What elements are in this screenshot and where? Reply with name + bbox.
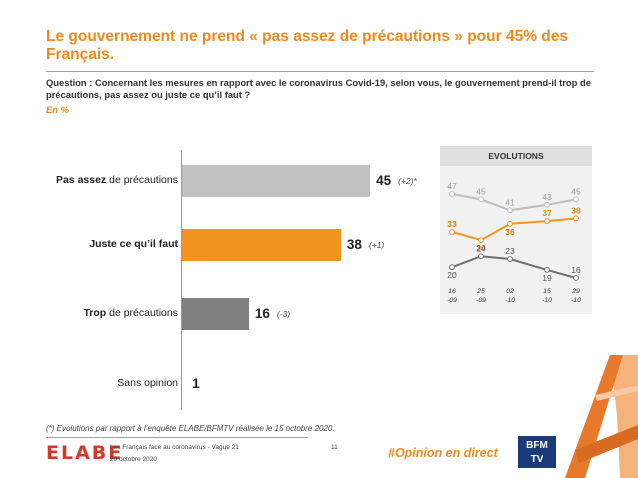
survey-name: Les Français face au coronavirus - Vague…	[110, 444, 239, 451]
evolution-data-label: 20	[447, 270, 457, 280]
evolution-x-tick-label: 15	[543, 288, 551, 295]
evolution-data-label: 16	[571, 265, 581, 275]
bar-category-rest: de précautions	[106, 174, 178, 186]
evolution-data-label: 37	[542, 208, 552, 218]
bar	[182, 368, 187, 400]
evolution-x-tick-label: 25	[476, 288, 485, 295]
evolution-x-tick-label: -10	[505, 297, 515, 304]
evolution-point	[573, 275, 579, 281]
evolution-data-label: 30	[476, 243, 486, 253]
evolution-data-label: 47	[447, 181, 457, 191]
bar-value-label: 45	[376, 173, 392, 188]
evolution-data-label: 19	[542, 273, 552, 283]
bar-category-bold: Juste ce qu’il faut	[89, 238, 178, 250]
elabe-logo: ELABE	[46, 442, 124, 464]
survey-date: 29 octobre 2020	[110, 456, 157, 463]
evolution-point	[449, 229, 455, 235]
elabe-a-graphic	[565, 355, 638, 478]
bar-evolution-label: (+2)*	[398, 176, 417, 186]
evolutions-title: EVOLUTIONS	[440, 146, 592, 166]
bar-category-label: Sans opinion	[117, 377, 178, 389]
evolution-point	[507, 207, 513, 214]
bar-category-rest: Sans opinion	[117, 377, 178, 389]
evolution-data-label: 45	[476, 186, 486, 196]
bar-category-bold: Pas assez	[55, 174, 107, 186]
bfm-logo-line1: BFM	[526, 440, 548, 451]
evolution-x-tick-label: 02	[506, 288, 514, 295]
bar	[182, 165, 371, 197]
bfm-logo-line2: TV	[530, 454, 544, 465]
bar-category-rest: de précautions	[106, 307, 178, 319]
evolution-point	[478, 237, 484, 243]
bar-value-label: 16	[254, 306, 270, 321]
evolution-data-label: 33	[447, 219, 457, 229]
bar-category-label: Pas assez de précautions	[56, 174, 178, 186]
evolution-data-label: 23	[505, 246, 515, 256]
evolution-point	[507, 220, 513, 227]
hashtag: #Opinion en direct	[388, 446, 498, 460]
bfmtv-logo: BFM TV	[518, 436, 556, 468]
bar-evolution-label: (+1)	[368, 240, 385, 250]
evolution-point	[478, 253, 484, 260]
evolution-x-tick-label: 29	[571, 288, 580, 295]
evolution-data-label: 41	[505, 197, 515, 207]
evolution-point	[478, 196, 484, 203]
evolution-point	[507, 256, 513, 262]
evolution-point	[449, 191, 455, 197]
evolution-data-label: 36	[505, 227, 515, 237]
question-text: Question : Concernant les mesures en rap…	[46, 77, 591, 100]
page-title: Le gouvernement ne prend « pas assez de …	[46, 28, 568, 63]
evolution-point	[544, 267, 550, 273]
bar-evolution-label: (-3)	[276, 309, 291, 319]
bar-category-label: Juste ce qu’il faut	[89, 238, 178, 250]
evolution-x-tick-label: -10	[542, 297, 552, 304]
evolution-point	[544, 218, 550, 224]
footnote: (*) Evolutions par rapport à l’enquête E…	[46, 424, 335, 433]
evolution-x-tick-label: -09	[447, 297, 457, 304]
bar-value-label: 38	[346, 237, 362, 252]
evolution-data-label: 43	[542, 192, 552, 202]
evolution-x-tick-label: 16	[448, 288, 456, 295]
evolution-data-label: 38	[571, 205, 581, 215]
evolution-series-line	[451, 255, 577, 279]
evolution-point	[449, 264, 455, 271]
footer-divider	[46, 437, 308, 438]
evolution-data-label: 24	[476, 243, 486, 253]
bar	[182, 229, 341, 261]
evolution-x-tick-label: -10	[571, 297, 581, 304]
bar-category-label: Trop de précautions	[83, 307, 178, 319]
unit-label: En %	[46, 104, 69, 115]
evolution-point	[573, 196, 579, 203]
evolutions-line-chart: 47 45 41 43 45 33 30 36 37 38 20 24 23 19 16 16 -09 25 -09…	[447, 181, 581, 304]
bar-axis-line	[181, 150, 182, 410]
evolution-point	[544, 201, 550, 208]
evolution-data-label: 45	[571, 186, 581, 196]
evolutions-panel	[440, 146, 592, 314]
bar-value-label: 1	[192, 376, 200, 391]
bar	[182, 298, 249, 330]
evolution-x-tick-label: -09	[476, 297, 486, 304]
bar-category-bold: Trop	[83, 307, 107, 319]
title-divider	[46, 71, 594, 72]
page-number: 11	[331, 444, 338, 451]
evolution-point	[573, 215, 579, 222]
